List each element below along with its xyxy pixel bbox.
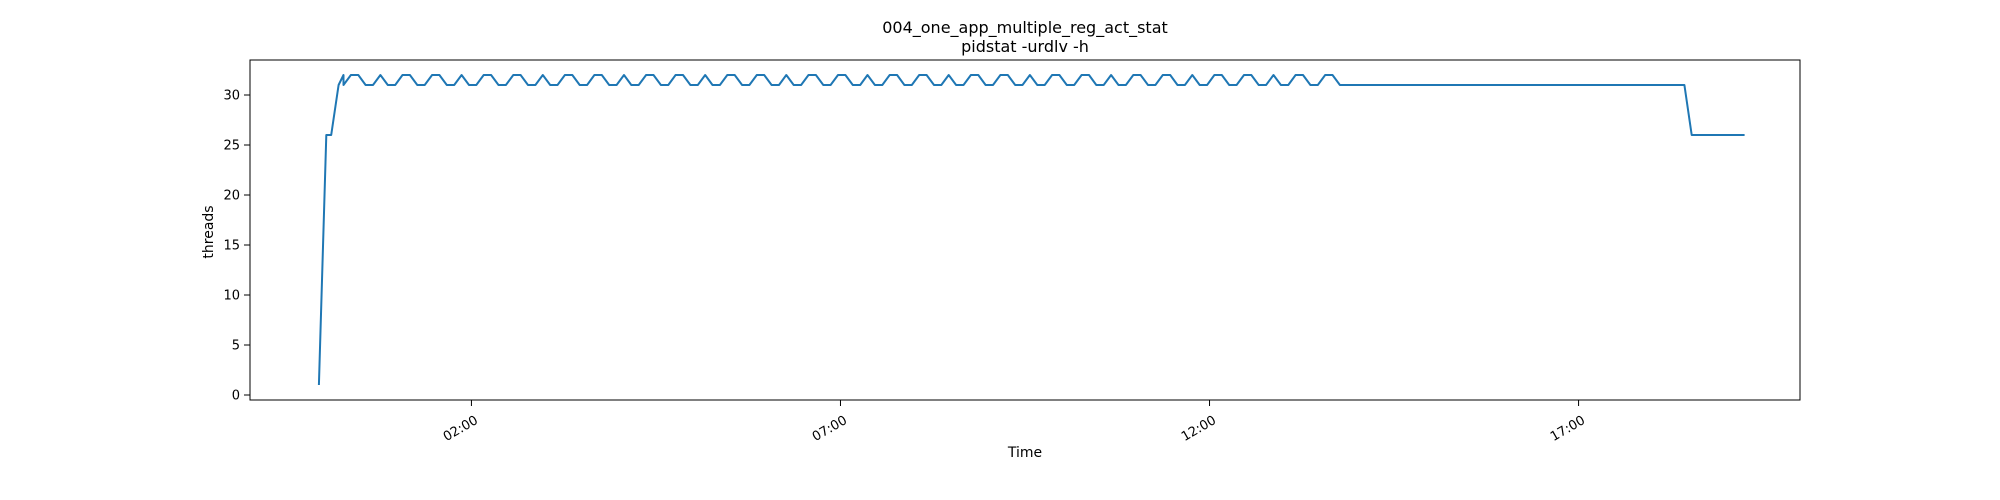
y-axis-label: threads bbox=[201, 205, 217, 258]
x-tick-label: 02:00 bbox=[441, 413, 481, 445]
y-tick-label: 5 bbox=[232, 339, 240, 354]
x-tick-label: 12:00 bbox=[1179, 413, 1219, 445]
y-tick-label: 10 bbox=[223, 289, 240, 304]
chart-title: 004_one_app_multiple_reg_act_stat bbox=[882, 18, 1168, 38]
y-tick-label: 0 bbox=[232, 389, 240, 404]
y-tick-label: 20 bbox=[223, 189, 240, 204]
x-axis: 02:00 07:00 12:00 17:00 bbox=[441, 400, 1588, 445]
plot-area bbox=[249, 59, 1801, 401]
x-tick-label: 17:00 bbox=[1548, 413, 1588, 445]
y-tick-label: 30 bbox=[223, 89, 240, 104]
chart-subtitle: pidstat -urdlv -h bbox=[961, 37, 1089, 56]
x-axis-label: Time bbox=[1007, 445, 1042, 461]
x-tick-label: 07:00 bbox=[810, 413, 850, 445]
y-tick-label: 15 bbox=[223, 239, 240, 254]
series-threads-line bbox=[317, 74, 1745, 386]
y-axis: 0 5 10 15 20 25 30 bbox=[223, 89, 250, 404]
y-tick-label: 25 bbox=[223, 139, 240, 154]
